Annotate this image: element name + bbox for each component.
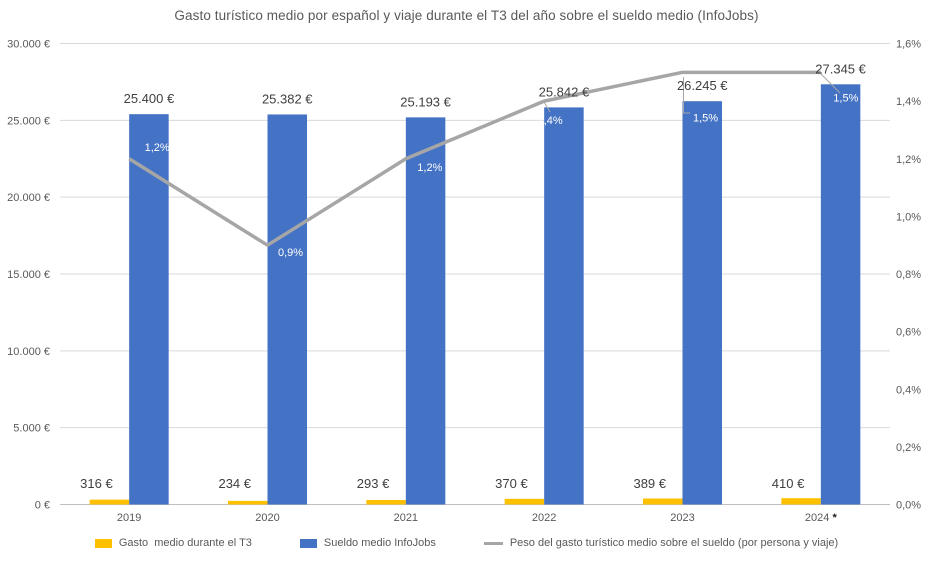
peso-pct-label: 1,5%	[833, 92, 858, 104]
peso-pct-label: 1,4%	[538, 115, 563, 127]
bar-gasto	[228, 500, 268, 505]
sueldo-value-label: 25.842 €	[539, 84, 590, 99]
right-axis-tick-label: 0,0%	[896, 500, 921, 512]
bar-gasto	[643, 498, 683, 505]
gasto-swatch-icon	[94, 538, 112, 548]
x-axis-category-label: 2022	[532, 512, 556, 524]
gasto-value-label: 410 €	[772, 476, 805, 491]
pct-label-leader-line	[683, 77, 690, 114]
sueldo-value-label: 25.382 €	[262, 91, 313, 106]
left-axis-tick-label: 0 €	[35, 500, 50, 512]
sueldo-value-label: 26.245 €	[677, 78, 728, 93]
legend-label-gasto: Gasto medio durante el T3	[118, 537, 252, 549]
gasto-value-label: 370 €	[495, 476, 528, 491]
bar-gasto	[89, 499, 130, 505]
right-axis-tick-label: 0,8%	[896, 269, 921, 281]
legend: Gasto medio durante el T3 Sueldo medio I…	[0, 537, 933, 549]
pct-label-leader-line	[543, 101, 551, 113]
x-axis-category-label: 2021	[394, 512, 418, 524]
bar-sueldo	[544, 107, 584, 505]
peso-line-swatch-icon	[483, 541, 503, 545]
gasto-value-label: 389 €	[633, 476, 666, 491]
x-axis-category-label: 2020	[255, 512, 279, 524]
bar-gasto	[504, 498, 545, 505]
right-axis-tick-label: 1,6%	[896, 39, 921, 51]
bar-gasto	[781, 498, 821, 505]
pct-label-leader-line	[820, 73, 841, 94]
gasto-value-label: 293 €	[357, 476, 390, 491]
chart-title: Gasto turístico medio por español y viaj…	[174, 8, 759, 23]
left-axis-tick-label: 5.000 €	[13, 423, 50, 435]
legend-label-peso: Peso del gasto turístico medio sobre el …	[509, 537, 839, 549]
legend-label-sueldo: Sueldo medio InfoJobs	[323, 537, 436, 549]
right-axis-tick-label: 1,2%	[896, 154, 921, 166]
x-axis-category-label: 2023	[670, 512, 694, 524]
peso-pct-label: 0,9%	[278, 247, 303, 259]
left-axis-tick-label: 10.000 €	[7, 346, 50, 358]
gasto-value-label: 234 €	[218, 476, 251, 491]
bar-sueldo	[682, 101, 722, 505]
gasto-value-label: 316 €	[80, 476, 113, 491]
peso-line	[128, 70, 821, 247]
left-axis-tick-label: 15.000 €	[7, 269, 50, 281]
right-axis-tick-label: 0,4%	[896, 384, 921, 396]
peso-pct-label: 1,2%	[417, 162, 442, 174]
left-axis-tick-label: 30.000 €	[7, 39, 50, 51]
right-axis-tick-label: 0,6%	[896, 327, 921, 339]
right-axis-tick-label: 0,2%	[896, 442, 921, 454]
peso-pct-label: 1,2%	[145, 142, 170, 154]
sueldo-value-label: 25.193 €	[400, 94, 451, 109]
sueldo-value-label: 25.400 €	[124, 91, 175, 106]
bar-sueldo	[820, 84, 861, 505]
peso-pct-label: 1,5%	[693, 112, 718, 124]
legend-item-sueldo: Sueldo medio InfoJobs	[299, 537, 436, 549]
right-axis-tick-label: 1,4%	[896, 96, 921, 108]
legend-item-peso: Peso del gasto turístico medio sobre el …	[483, 537, 839, 549]
left-axis-tick-label: 20.000 €	[7, 192, 50, 204]
sueldo-value-label: 27.345 €	[815, 61, 866, 76]
bar-sueldo	[405, 117, 446, 505]
legend-item-gasto: Gasto medio durante el T3	[94, 537, 252, 549]
sueldo-swatch-icon	[299, 538, 317, 548]
x-axis-category-label: 2019	[117, 512, 141, 524]
bar-gasto	[366, 499, 406, 505]
bar-sueldo	[267, 114, 307, 505]
left-axis-tick-label: 25.000 €	[7, 115, 50, 127]
x-axis-category-label: 2024 *	[805, 512, 838, 524]
right-axis-tick-label: 1,0%	[896, 211, 921, 223]
